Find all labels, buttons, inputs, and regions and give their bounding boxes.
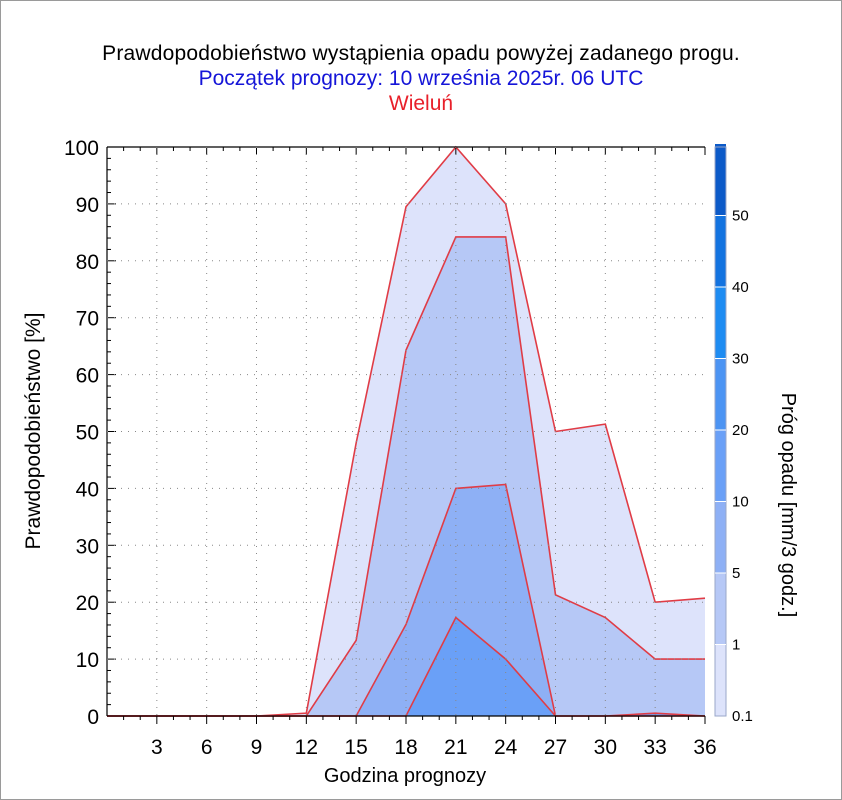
y-tick-label: 40 xyxy=(76,478,99,501)
colorbar-band-1 xyxy=(715,573,726,645)
y-tick-label: 10 xyxy=(76,649,99,672)
colorbar-tick-label: 10 xyxy=(732,494,749,511)
x-tick-label: 9 xyxy=(251,736,263,759)
y-tick-label: 80 xyxy=(76,251,99,274)
colorbar-band-4 xyxy=(715,358,726,430)
x-tick-label: 18 xyxy=(394,736,417,759)
colorbar-tick-label: 1 xyxy=(732,637,740,654)
y-tick-label: 30 xyxy=(76,535,99,558)
x-axis-label: Godzina prognozy xyxy=(324,765,486,787)
y-tick-label: 0 xyxy=(87,706,99,729)
chart-title: Prawdopodobieństwo wystąpienia opadu pow… xyxy=(102,42,740,65)
colorbar-band-5 xyxy=(715,287,726,359)
colorbar-tick-label: 40 xyxy=(732,279,749,296)
colorbar-tick-label: 50 xyxy=(732,208,749,225)
x-tick-label: 3 xyxy=(151,736,163,759)
colorbar-tick-label: 0.1 xyxy=(732,708,753,725)
y-tick-label: 60 xyxy=(76,365,99,388)
colorbar-tick-label: 30 xyxy=(732,351,749,368)
colorbar-band-6 xyxy=(715,215,726,287)
y-axis-label: Prawdopodobieństwo [%] xyxy=(22,313,45,550)
colorbar-tick-label: 20 xyxy=(732,422,749,439)
x-tick-label: 36 xyxy=(693,736,716,759)
forecast-start-subtitle: Początek prognozy: 10 września 2025r. 06… xyxy=(198,67,644,90)
x-tick-label: 30 xyxy=(594,736,617,759)
y-tick-label: 100 xyxy=(64,137,99,160)
colorbar-band-7 xyxy=(715,144,726,216)
x-tick-label: 6 xyxy=(201,736,213,759)
y-tick-label: 90 xyxy=(76,194,99,217)
location-label: Wieluń xyxy=(388,92,454,115)
y-tick-label: 50 xyxy=(76,422,99,445)
x-tick-label: 21 xyxy=(444,736,467,759)
colorbar-label: Próg opadu [mm/3 godz.] xyxy=(777,393,799,618)
x-tick-label: 27 xyxy=(544,736,567,759)
y-tick-label: 20 xyxy=(76,592,99,615)
x-tick-label: 24 xyxy=(494,736,518,759)
colorbar-band-0 xyxy=(715,644,726,716)
x-tick-label: 33 xyxy=(643,736,666,759)
x-tick-label: 12 xyxy=(295,736,318,759)
colorbar-tick-label: 5 xyxy=(732,565,740,582)
colorbar-band-3 xyxy=(715,430,726,502)
colorbar-border xyxy=(714,146,727,717)
x-tick-label: 15 xyxy=(344,736,367,759)
colorbar-band-2 xyxy=(715,501,726,573)
y-tick-label: 70 xyxy=(76,308,99,331)
area-threshold-2 xyxy=(107,484,705,716)
threshold-colorbar: 0.1 1 5 10 20 30 40 50 xyxy=(714,144,753,725)
